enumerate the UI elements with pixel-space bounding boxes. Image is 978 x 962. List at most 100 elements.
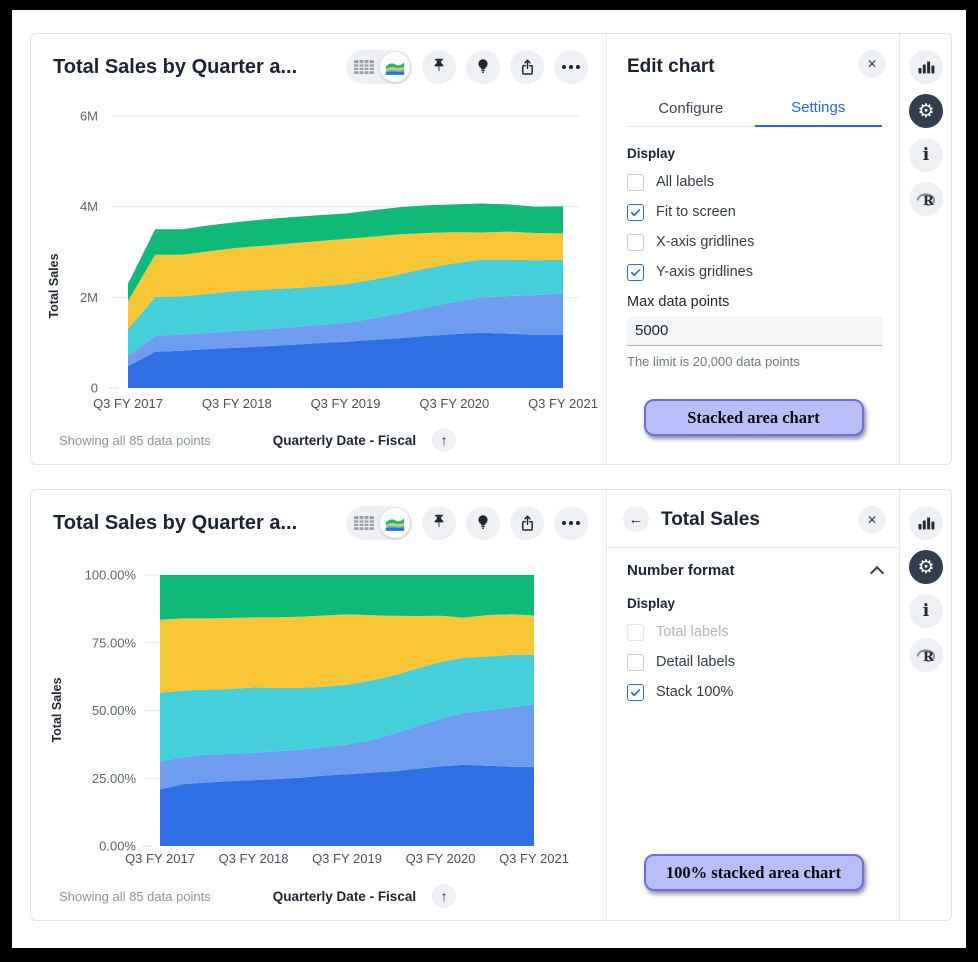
x-tick-label: Q3 FY 2019	[312, 851, 382, 866]
share-icon	[521, 515, 533, 531]
more-button[interactable]	[554, 50, 588, 84]
stacked-area-chart: 0 2M 4M 6M Q3 FY 2017 Q3 FY 2018 Q3 FY 2019 Q3 …	[47, 109, 598, 412]
chart-toolbar	[346, 50, 588, 84]
checkbox-fit-to-screen[interactable]: Fit to screen	[627, 197, 882, 227]
rail-r-logo-button[interactable]: R	[909, 182, 943, 216]
view-toggle	[346, 50, 412, 84]
pin-button[interactable]	[422, 50, 456, 84]
insight-button[interactable]	[466, 50, 500, 84]
sort-ascending-button[interactable]: ↑	[432, 428, 457, 452]
checkbox-x-axis-gridlines[interactable]: X-axis gridlines	[627, 227, 882, 257]
r-logo-icon: R	[916, 193, 935, 209]
x-tick-label: Q3 FY 2020	[406, 851, 476, 866]
y-tick-label: 2M	[80, 290, 98, 305]
more-button[interactable]	[554, 506, 588, 540]
tab-settings[interactable]: Settings	[754, 90, 882, 127]
y-tick-label: 50.00%	[92, 703, 137, 718]
display-section-label: Display	[627, 596, 676, 611]
area-chart-view-icon[interactable]	[380, 52, 410, 82]
x-axis-field-label: Quarterly Date - Fiscal	[272, 888, 417, 904]
x-tick-label: Q3 FY 2021	[528, 396, 598, 411]
y-axis-title: Total Sales	[47, 253, 61, 318]
share-button[interactable]	[510, 50, 544, 84]
rail-info-button[interactable]: i	[909, 138, 943, 172]
chart-title: Total Sales by Quarter a...	[53, 512, 298, 534]
pin-button[interactable]	[422, 506, 456, 540]
unchecked-checkbox-icon[interactable]	[627, 653, 644, 671]
checkbox-all-labels[interactable]: All labels	[627, 167, 882, 197]
unchecked-checkbox-icon[interactable]	[627, 233, 644, 251]
view-toggle	[346, 506, 412, 540]
x-tick-label: Q3 FY 2018	[202, 396, 272, 411]
table-view-icon[interactable]	[348, 508, 380, 538]
chart-footer: Showing all 85 data points Quarterly Dat…	[59, 428, 589, 452]
checkbox-y-axis-gridlines[interactable]: Y-axis gridlines	[627, 257, 882, 287]
back-arrow-icon[interactable]: ←	[623, 506, 649, 532]
rail-settings-gear-button[interactable]: ⚙	[909, 94, 943, 128]
pin-icon	[434, 58, 444, 72]
max-data-points-input[interactable]	[627, 316, 882, 346]
x-tick-label: Q3 FY 2021	[499, 851, 569, 866]
rail-bar-chart-button[interactable]	[909, 506, 943, 540]
number-format-section-header[interactable]: Number format	[627, 562, 885, 580]
chart-title: Total Sales by Quarter a...	[53, 56, 298, 78]
checked-checkbox-icon[interactable]	[627, 683, 644, 701]
unchecked-checkbox-icon	[627, 623, 644, 641]
rail-settings-gear-button[interactable]: ⚙	[909, 550, 943, 584]
checked-checkbox-icon[interactable]	[627, 263, 644, 281]
x-axis-field-label: Quarterly Date - Fiscal	[272, 432, 417, 448]
area-band-series-3	[160, 654, 534, 762]
divider	[607, 547, 900, 548]
checkbox-label: X-axis gridlines	[656, 234, 755, 250]
annotation-100-stacked-area-chart: 100% stacked area chart	[643, 854, 864, 891]
y-axis-title: Total Sales	[50, 677, 64, 742]
display-section-label: Display	[627, 146, 676, 161]
unchecked-checkbox-icon[interactable]	[627, 173, 644, 191]
checkbox-detail-labels[interactable]: Detail labels	[627, 647, 882, 677]
checkbox-label: Total labels	[656, 624, 729, 640]
svg-text:R: R	[923, 650, 934, 665]
area-band-series-2	[160, 704, 534, 790]
share-button[interactable]	[510, 506, 544, 540]
edit-panel-title: Edit chart	[627, 56, 715, 77]
display-checkbox-group: All labels Fit to screen X-axis gridlines Y…	[627, 167, 882, 287]
y-tick-label: 6M	[80, 109, 98, 124]
area-band-series-3	[128, 259, 563, 356]
chart-section: Total Sales by Quarter a...	[31, 490, 606, 920]
chart-section: Total Sales by Quarter a...	[31, 34, 606, 464]
percent-stacked-area-chart: 0.00% 25.00% 50.00% 75.00% 100.00% Q3 FY 2017…	[50, 568, 569, 867]
x-tick-label: Q3 FY 2020	[419, 396, 489, 411]
checkbox-label: All labels	[656, 174, 715, 190]
display-checkbox-group: Total labels Detail labels Stack 100%	[627, 617, 882, 707]
checkbox-label: Stack 100%	[656, 684, 734, 700]
max-data-points-label: Max data points	[627, 294, 730, 310]
area-band-series-2	[128, 293, 563, 367]
side-icon-rail: ⚙ i R	[899, 34, 952, 464]
x-tick-label: Q3 FY 2019	[311, 396, 381, 411]
gear-icon: ⚙	[917, 556, 935, 578]
chart-card-stacked: Total Sales by Quarter a...	[30, 33, 952, 465]
rail-bar-chart-button[interactable]	[909, 50, 943, 84]
rail-r-logo-button[interactable]: R	[909, 638, 943, 672]
checkbox-stack-100-[interactable]: Stack 100%	[627, 677, 882, 707]
annotation-stacked-area-chart: Stacked area chart	[643, 399, 864, 436]
checked-checkbox-icon[interactable]	[627, 203, 644, 221]
table-view-icon[interactable]	[348, 52, 380, 82]
tab-configure[interactable]: Configure	[658, 99, 724, 117]
total-sales-panel: ← Total Sales ✕ Number format Display To…	[606, 490, 900, 920]
area-band-series-1	[160, 764, 534, 846]
close-icon[interactable]: ✕	[858, 506, 886, 534]
edit-panel-tabs: Configure Settings	[627, 90, 882, 127]
area-band-series-5	[128, 203, 563, 301]
lightbulb-icon	[478, 515, 488, 529]
sort-ascending-button[interactable]: ↑	[432, 884, 457, 908]
insight-button[interactable]	[466, 506, 500, 540]
number-format-label: Number format	[627, 562, 735, 579]
lightbulb-icon	[478, 59, 488, 73]
gear-icon: ⚙	[917, 100, 935, 122]
area-chart-view-icon[interactable]	[380, 508, 410, 538]
close-icon[interactable]: ✕	[858, 50, 886, 78]
y-tick-label: 4M	[80, 199, 98, 214]
area-band-series-1	[128, 332, 563, 388]
rail-info-button[interactable]: i	[909, 594, 943, 628]
